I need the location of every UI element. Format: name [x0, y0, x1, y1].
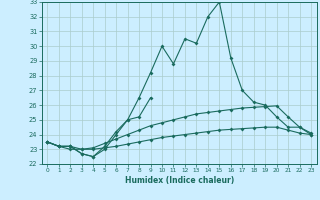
X-axis label: Humidex (Indice chaleur): Humidex (Indice chaleur) [124, 176, 234, 185]
